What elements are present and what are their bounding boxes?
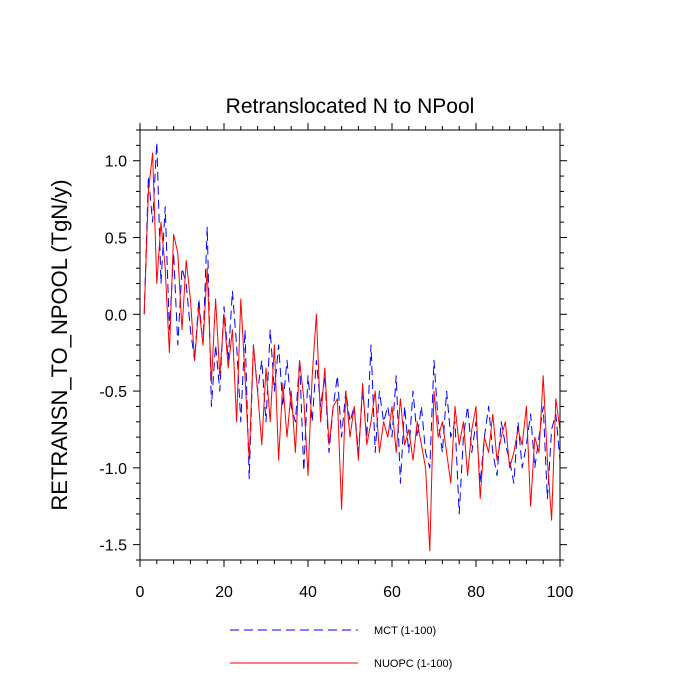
- legend-label-nuopc: NUOPC (1-100): [374, 658, 452, 670]
- plot-area: 0 20 40 60 80 100 -1.5 -1.0 -0.5 0.0 0.5 1.0: [99, 123, 573, 601]
- x-tick-label: 40: [299, 584, 317, 601]
- y-axis-label: RETRANSN_TO_NPOOL (TgN/y): [47, 179, 72, 510]
- x-tick-label: 20: [215, 584, 233, 601]
- series-line-nuopc: [143, 152, 561, 552]
- y-tick-label: -1.0: [99, 461, 127, 478]
- chart-title: Retranslocated N to NPool: [226, 95, 475, 118]
- series-line-mct: [143, 141, 561, 515]
- y-tick-label: 0.0: [105, 307, 127, 324]
- x-tick-label: 80: [467, 584, 485, 601]
- legend: MCT (1-100) NUOPC (1-100): [230, 625, 452, 670]
- x-tick-label: 60: [383, 584, 401, 601]
- y-tick-label: 0.5: [105, 231, 127, 248]
- x-tick-label: 100: [547, 584, 574, 601]
- y-tick-label: -0.5: [99, 384, 127, 401]
- y-tick-label: -1.5: [99, 538, 127, 555]
- y-tick-label: 1.0: [105, 154, 127, 171]
- x-tick-label: 0: [136, 584, 145, 601]
- legend-label-mct: MCT (1-100): [374, 625, 436, 637]
